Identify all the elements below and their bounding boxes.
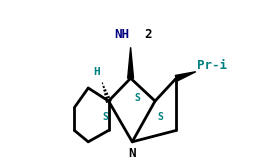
Text: NH: NH <box>114 28 129 41</box>
Text: S: S <box>158 112 164 122</box>
Text: Pr-i: Pr-i <box>198 59 227 72</box>
Text: S: S <box>134 93 140 103</box>
Polygon shape <box>128 47 134 78</box>
Polygon shape <box>175 72 196 81</box>
Text: S: S <box>102 112 108 122</box>
Text: 2: 2 <box>144 28 152 41</box>
Text: N: N <box>128 147 136 160</box>
Text: H: H <box>93 67 100 77</box>
